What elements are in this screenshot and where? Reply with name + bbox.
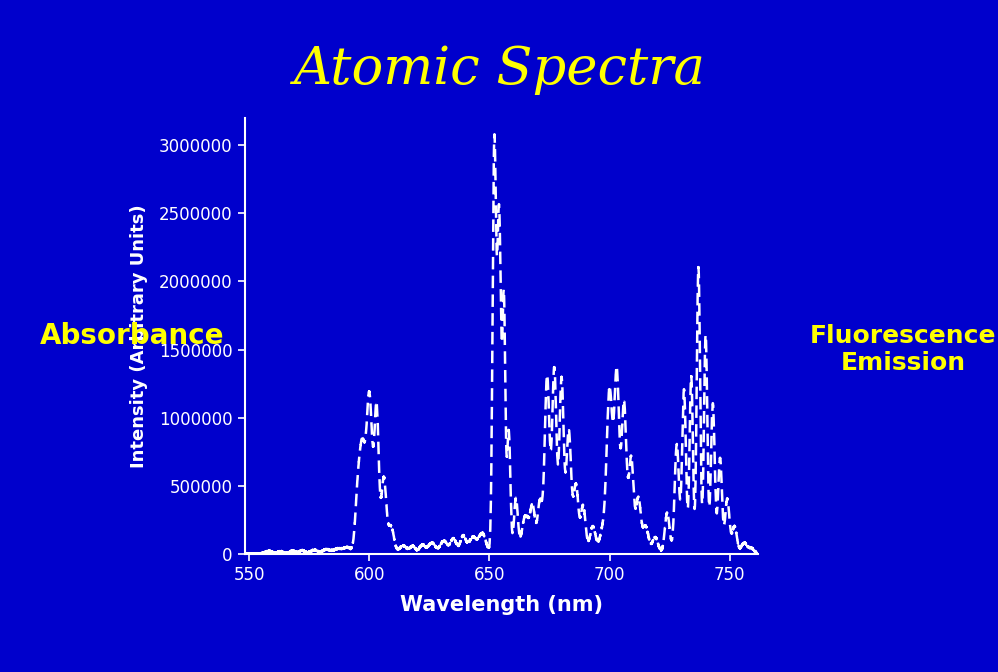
Text: Fluorescence
Emission: Fluorescence Emission xyxy=(810,323,996,376)
Y-axis label: Intensity (Arbitrary Units): Intensity (Arbitrary Units) xyxy=(130,204,148,468)
X-axis label: Wavelength (nm): Wavelength (nm) xyxy=(400,595,603,616)
Text: Absorbance: Absorbance xyxy=(40,322,225,350)
Text: Atomic Spectra: Atomic Spectra xyxy=(293,44,705,95)
